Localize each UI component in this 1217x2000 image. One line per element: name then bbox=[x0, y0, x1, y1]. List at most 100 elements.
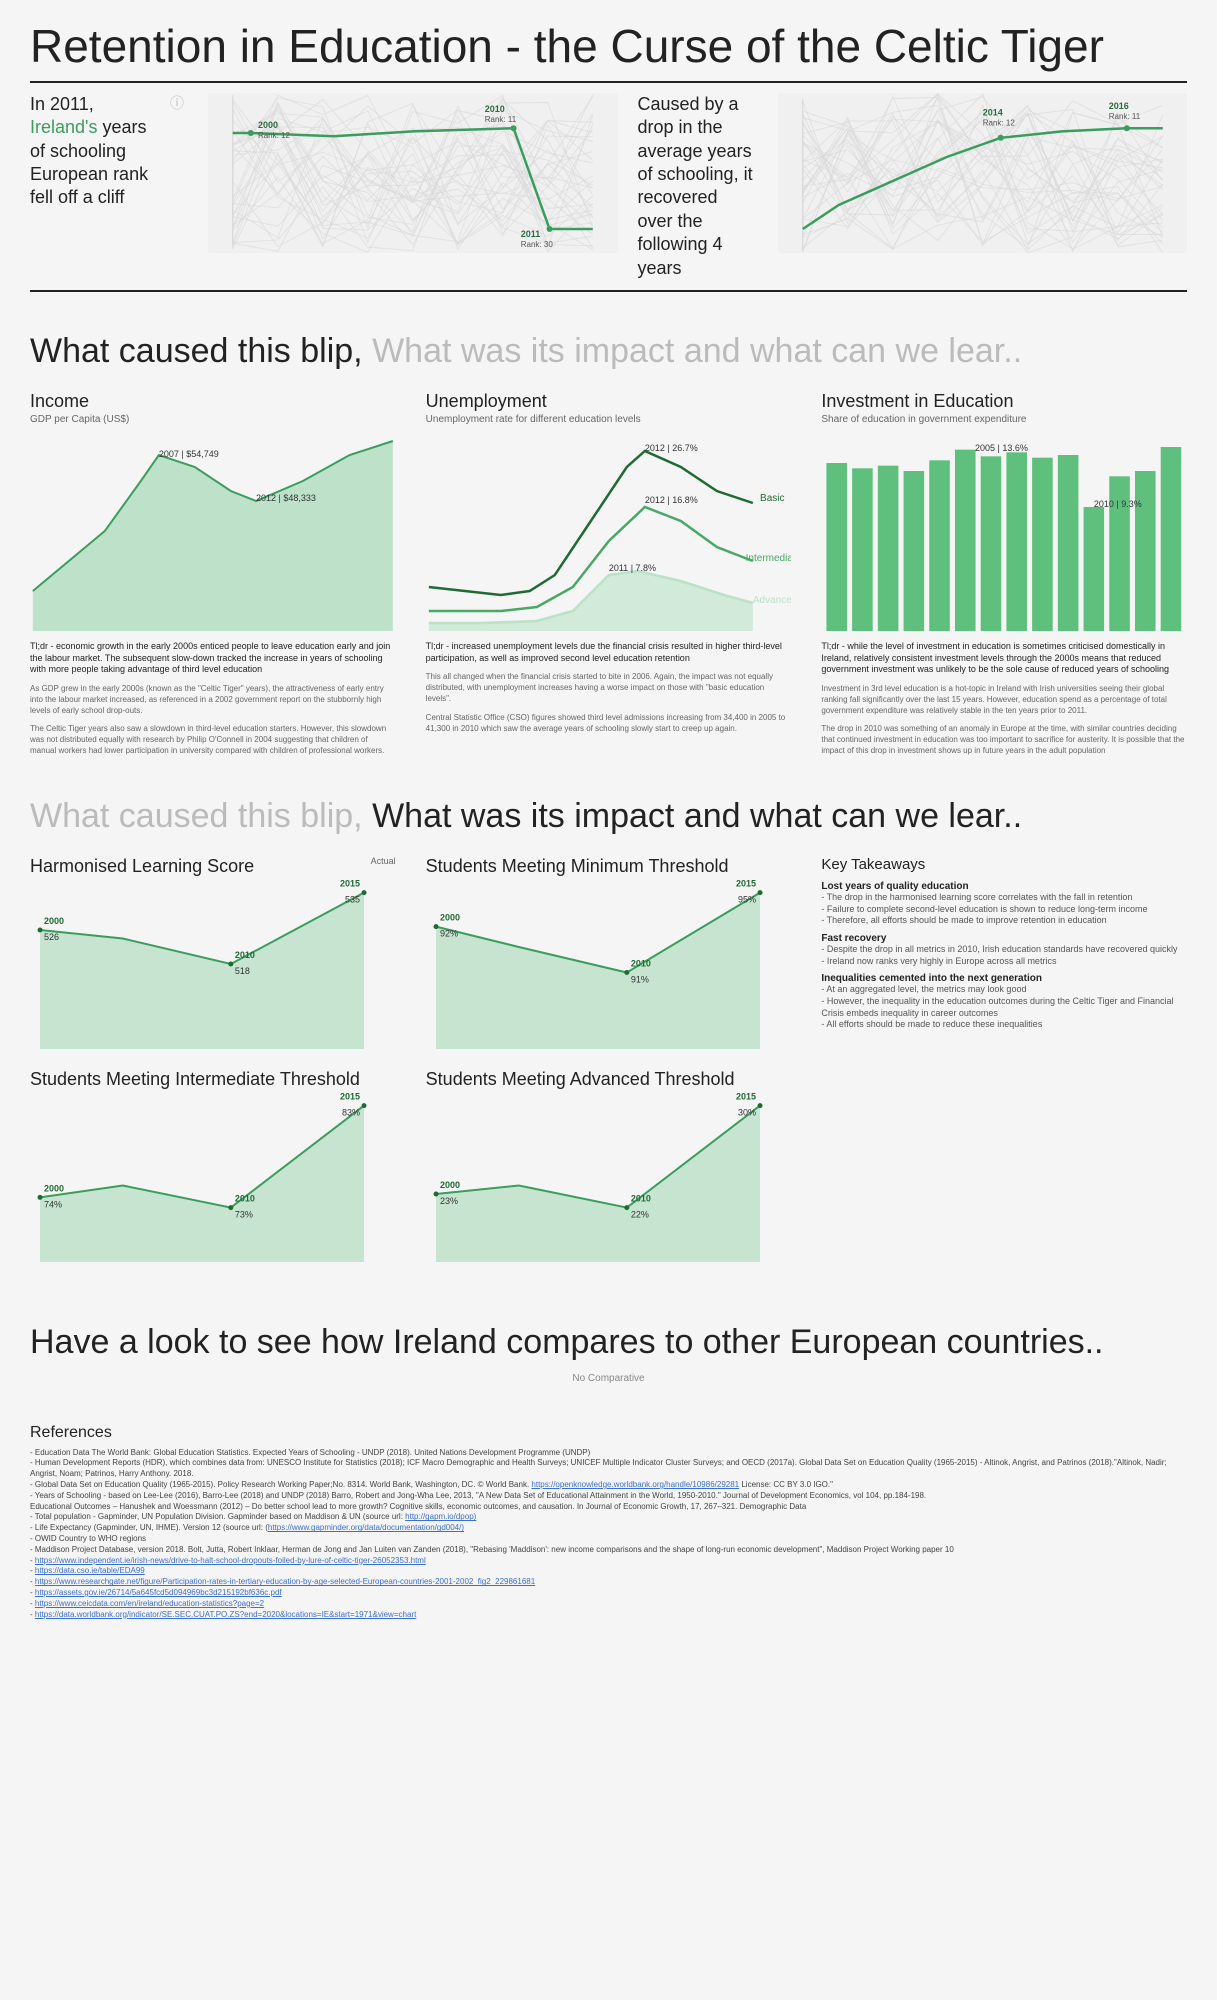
ref-line: - Total population - Gapminder, UN Popul… bbox=[30, 1512, 1187, 1523]
svg-text:30%: 30% bbox=[738, 1107, 756, 1117]
svg-text:73%: 73% bbox=[235, 1209, 253, 1219]
svg-text:2015: 2015 bbox=[340, 879, 360, 889]
takeaway-title: Lost years of quality education bbox=[821, 881, 1187, 892]
takeaway-body: - At an aggregated level, the metrics ma… bbox=[821, 984, 1187, 1031]
inter-chart: 200074%201073%201583% bbox=[30, 1092, 396, 1262]
divider bbox=[30, 81, 1187, 83]
inv-tldr: Tl;dr - while the level of investment in… bbox=[821, 641, 1187, 676]
svg-text:2010: 2010 bbox=[235, 950, 255, 960]
ref-link[interactable]: https://www.gapminder.org/data/documenta… bbox=[268, 1523, 464, 1532]
svg-text:Rank: 12: Rank: 12 bbox=[982, 118, 1015, 127]
unemp-sub: Unemployment rate for different educatio… bbox=[426, 414, 792, 425]
svg-text:2012 | 26.7%: 2012 | 26.7% bbox=[645, 443, 698, 453]
svg-text:Rank: 11: Rank: 11 bbox=[485, 115, 517, 124]
inv-p2: The drop in 2010 was something of an ano… bbox=[821, 724, 1187, 756]
spacer bbox=[821, 1069, 1187, 1262]
section2-header: What caused this blip, What was its impa… bbox=[30, 797, 1187, 836]
ref-line: - Education Data The World Bank: Global … bbox=[30, 1448, 1187, 1459]
svg-text:2010: 2010 bbox=[485, 104, 505, 114]
takeaways: Key Takeaways Lost years of quality educ… bbox=[821, 856, 1187, 1049]
ref-link[interactable]: https://assets.gov.ie/26714/5a645fcd5d09… bbox=[35, 1588, 282, 1597]
income-p1: As GDP grew in the early 2000s (known as… bbox=[30, 684, 396, 716]
svg-text:Rank: 12: Rank: 12 bbox=[258, 131, 291, 140]
svg-text:2011: 2011 bbox=[521, 229, 541, 239]
top-row: In 2011, Ireland's years of schooling Eu… bbox=[30, 93, 1187, 280]
svg-text:Basic: Basic bbox=[760, 493, 784, 504]
income-col: Income GDP per Capita (US$) 2007 | $54,7… bbox=[30, 391, 396, 757]
svg-text:95%: 95% bbox=[738, 894, 756, 904]
hls-chart: 200052620105182015535 bbox=[30, 879, 396, 1049]
ref-link[interactable]: https://data.worldbank.org/indicator/SE.… bbox=[35, 1610, 416, 1619]
adv-chart: 2000 23% 2010 22% 2015 30% bbox=[426, 1092, 792, 1262]
svg-text:2015: 2015 bbox=[736, 1092, 756, 1102]
takeaway-body: - The drop in the harmonised learning sc… bbox=[821, 892, 1187, 927]
min-chart-container: Students Meeting Minimum Threshold 2000 9… bbox=[426, 856, 792, 1049]
ref-line: - https://www.independent.ie/irish-news/… bbox=[30, 1556, 1187, 1567]
ref-link[interactable]: https://www.independent.ie/irish-news/dr… bbox=[35, 1556, 426, 1565]
svg-text:2014: 2014 bbox=[982, 107, 1002, 117]
ref-link[interactable]: https://www.researchgate.net/figure/Part… bbox=[35, 1577, 535, 1586]
adv-title: Students Meeting Advanced Threshold bbox=[426, 1069, 792, 1090]
svg-text:2010: 2010 bbox=[631, 958, 651, 968]
ref-link[interactable]: https://openknowledge.worldbank.org/hand… bbox=[531, 1480, 739, 1489]
hls-sub: Actual bbox=[371, 856, 396, 879]
ref-link[interactable]: http://gapm.io/dpop) bbox=[405, 1512, 476, 1521]
svg-text:2011 | 7.8%: 2011 | 7.8% bbox=[609, 563, 656, 573]
inter-title: Students Meeting Intermediate Threshold bbox=[30, 1069, 396, 1090]
inv-chart: 2005 | 13.6% 2010 | 9.3% bbox=[821, 431, 1187, 631]
cause-columns: Income GDP per Capita (US$) 2007 | $54,7… bbox=[30, 391, 1187, 757]
svg-text:526: 526 bbox=[44, 932, 59, 942]
svg-text:2010: 2010 bbox=[235, 1193, 255, 1203]
svg-text:535: 535 bbox=[345, 894, 360, 904]
svg-text:2000: 2000 bbox=[440, 912, 460, 922]
ref-line: - OWID Country to WHO regions bbox=[30, 1534, 1187, 1545]
svg-text:2000: 2000 bbox=[258, 120, 278, 130]
svg-text:2012 | $48,333: 2012 | $48,333 bbox=[256, 493, 316, 503]
svg-text:2015: 2015 bbox=[736, 879, 756, 889]
section1-dim[interactable]: What was its impact and what can we lear… bbox=[363, 332, 1023, 370]
rank-chart-right: 2014Rank: 122016Rank: 11 bbox=[778, 93, 1188, 253]
svg-text:23%: 23% bbox=[440, 1196, 458, 1206]
ref-line: - https://www.ceicdata.com/en/ireland/ed… bbox=[30, 1599, 1187, 1610]
takeaway-title: Fast recovery bbox=[821, 933, 1187, 944]
svg-text:83%: 83% bbox=[342, 1107, 360, 1117]
income-tldr: Tl;dr - economic growth in the early 200… bbox=[30, 641, 396, 676]
unemp-chart: 2012 | 26.7%2012 | 16.8%2011 | 7.8%Basic… bbox=[426, 431, 792, 631]
svg-text:Intermediate: Intermediate bbox=[745, 553, 791, 564]
ref-link[interactable]: https://data.cso.ie/table/EDA99 bbox=[35, 1566, 145, 1575]
ref-line: - Life Expectancy (Gapminder, UN, IHME).… bbox=[30, 1523, 1187, 1534]
svg-text:2007 | $54,749: 2007 | $54,749 bbox=[159, 449, 219, 459]
references: References - Education Data The World Ba… bbox=[30, 1424, 1187, 1621]
svg-text:518: 518 bbox=[235, 966, 250, 976]
unemp-title: Unemployment bbox=[426, 391, 792, 412]
ireland-highlight: Ireland's bbox=[30, 117, 97, 137]
min-chart: 200092%201091%201595% bbox=[426, 879, 792, 1049]
inv-sub: Share of education in government expendi… bbox=[821, 414, 1187, 425]
min-title: Students Meeting Minimum Threshold bbox=[426, 856, 792, 877]
divider bbox=[30, 290, 1187, 292]
svg-text:2000: 2000 bbox=[440, 1180, 460, 1190]
info-icon[interactable]: ⓘ bbox=[170, 93, 184, 113]
ref-link[interactable]: https://www.ceicdata.com/en/ireland/educ… bbox=[35, 1599, 264, 1608]
page-title: Retention in Education - the Curse of th… bbox=[30, 20, 1187, 73]
ref-line: - Global Data Set on Education Quality (… bbox=[30, 1480, 1187, 1491]
section1-active[interactable]: What caused this blip, bbox=[30, 332, 363, 370]
ref-line: - https://www.researchgate.net/figure/Pa… bbox=[30, 1577, 1187, 1588]
svg-text:2010 | 9.3%: 2010 | 9.3% bbox=[1094, 499, 1142, 509]
adv-chart-container: Students Meeting Advanced Threshold 2000… bbox=[426, 1069, 792, 1262]
ref-line: - https://assets.gov.ie/26714/5a645fcd5d… bbox=[30, 1588, 1187, 1599]
impact-row-2: Students Meeting Intermediate Threshold … bbox=[30, 1069, 1187, 1262]
section1-header: What caused this blip, What was its impa… bbox=[30, 332, 1187, 371]
svg-text:2005 | 13.6%: 2005 | 13.6% bbox=[975, 443, 1028, 453]
top-right-caption: Caused by a drop in the average years of… bbox=[638, 93, 758, 280]
svg-text:22%: 22% bbox=[631, 1209, 649, 1219]
svg-text:Rank: 30: Rank: 30 bbox=[521, 240, 554, 249]
section2-dim[interactable]: What caused this blip, bbox=[30, 797, 363, 835]
svg-text:2010: 2010 bbox=[631, 1193, 651, 1203]
section2-active[interactable]: What was its impact and what can we lear… bbox=[363, 797, 1023, 835]
hls-title: Harmonised Learning Score bbox=[30, 856, 254, 877]
ref-line: - https://data.worldbank.org/indicator/S… bbox=[30, 1610, 1187, 1621]
takeaway-body: - Despite the drop in all metrics in 201… bbox=[821, 944, 1187, 967]
svg-text:2000: 2000 bbox=[44, 1183, 64, 1193]
svg-text:92%: 92% bbox=[440, 928, 458, 938]
